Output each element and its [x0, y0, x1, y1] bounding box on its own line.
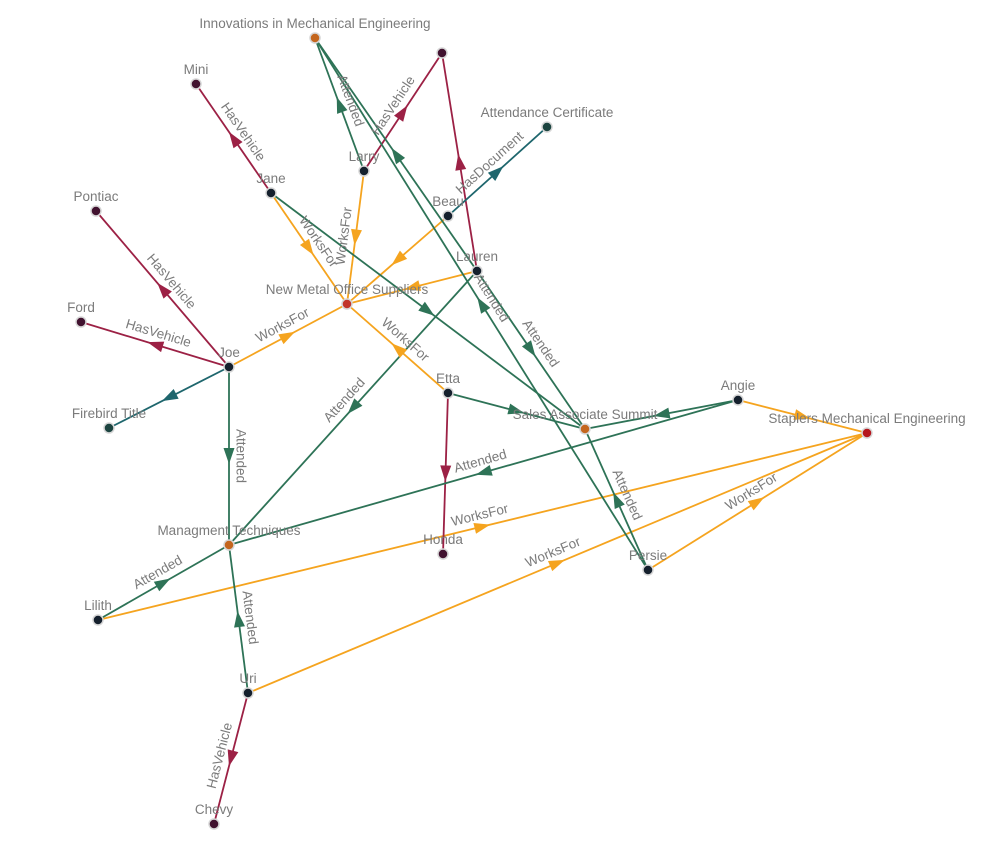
edge-label-WorksFor-larry-nmos: WorksFor	[333, 206, 355, 266]
arrowhead-Attended-jane-sas	[418, 301, 435, 316]
node-sas[interactable]	[579, 423, 591, 435]
arrowhead-Attended-persie-innovations	[477, 297, 491, 314]
node-label-lilith: Lilith	[84, 598, 112, 613]
arrowhead-WorksFor-etta-nmos	[391, 343, 408, 358]
nodes-layer	[75, 32, 873, 830]
arrowhead-Attended-joe-mt	[223, 448, 235, 464]
edge-label-Attended-uri-mt: Attended	[239, 590, 261, 646]
node-staplers[interactable]	[861, 427, 873, 439]
arrowhead-Attended-persie-sas	[613, 492, 625, 510]
node-label-beau: Beau	[432, 194, 464, 209]
node-firebird[interactable]	[103, 422, 115, 434]
node-beau[interactable]	[442, 210, 454, 222]
node-uri[interactable]	[242, 687, 254, 699]
node-label-sas: Sales Associate Summit	[513, 407, 658, 422]
arrowhead-Attended-lauren-sas	[521, 340, 536, 357]
node-label-att_cert: Attendance Certificate	[481, 105, 614, 120]
arrowhead-HasDocument-beau-att_cert	[487, 166, 504, 181]
node-label-mini: Mini	[184, 62, 209, 77]
arrowhead-HasVehicle-etta-honda	[440, 465, 452, 482]
node-label-innovations: Innovations in Mechanical Engineering	[199, 16, 430, 31]
node-angie[interactable]	[732, 394, 744, 406]
node-label-mt: Managment Techniques	[157, 523, 300, 538]
arrowhead-WorksFor-larry-nmos	[351, 228, 362, 246]
node-label-uri: Uri	[239, 671, 256, 686]
node-nmos[interactable]	[341, 298, 353, 310]
node-persie[interactable]	[642, 564, 654, 576]
arrowhead-HasDocument-joe-firebird	[161, 388, 179, 402]
arrows-layer	[147, 96, 811, 767]
arrowhead-HasVehicle-lauren-vehicle_x	[455, 154, 467, 171]
node-att_cert[interactable]	[541, 121, 553, 133]
edge-label-HasVehicle-joe-pontiac: HasVehicle	[144, 251, 199, 312]
node-innovations[interactable]	[309, 32, 321, 44]
node-label-larry: Larry	[349, 149, 380, 164]
arrowhead-HasVehicle-larry-vehicle_x	[394, 105, 408, 122]
node-mt[interactable]	[223, 539, 235, 551]
node-lauren[interactable]	[471, 265, 483, 277]
node-label-jane: Jane	[256, 171, 285, 186]
node-label-pontiac: Pontiac	[73, 189, 118, 204]
node-label-ford: Ford	[67, 300, 95, 315]
node-label-angie: Angie	[721, 378, 756, 393]
arrowhead-Attended-lauren-innovations	[391, 147, 406, 165]
arrowhead-Attended-larry-innovations	[336, 96, 348, 114]
arrowhead-HasVehicle-joe-ford	[147, 341, 165, 353]
node-chevy[interactable]	[208, 818, 220, 830]
node-label-lauren: Lauren	[456, 249, 498, 264]
arrowhead-Attended-angie-sas	[653, 407, 671, 419]
node-label-firebird: Firebird Title	[72, 406, 146, 421]
arrowhead-WorksFor-lauren-nmos	[404, 280, 422, 291]
node-label-joe: Joe	[218, 345, 240, 360]
node-pontiac[interactable]	[90, 205, 102, 217]
node-jane[interactable]	[265, 187, 277, 199]
arrowhead-HasVehicle-uri-chevy	[227, 749, 239, 767]
arrowhead-Attended-lilith-mt	[153, 578, 171, 592]
node-label-staplers: Staplers Mechanical Engineering	[768, 411, 965, 426]
node-mini[interactable]	[190, 78, 202, 90]
arrowhead-WorksFor-jane-nmos	[299, 238, 314, 256]
arrowhead-Attended-etta-sas	[507, 403, 525, 415]
node-joe[interactable]	[223, 361, 235, 373]
arrowhead-WorksFor-angie-staplers	[793, 409, 811, 420]
node-honda[interactable]	[437, 548, 449, 560]
arrowhead-HasVehicle-jane-mini	[228, 131, 243, 149]
edges-layer	[80, 37, 868, 825]
node-vehicle_x[interactable]	[436, 47, 448, 59]
arrowhead-Attended-lauren-mt	[347, 398, 363, 414]
node-label-chevy: Chevy	[195, 802, 234, 817]
node-lilith[interactable]	[92, 614, 104, 626]
arrowhead-Attended-angie-mt	[475, 465, 493, 476]
arrowhead-WorksFor-lilith-staplers	[473, 523, 491, 534]
node-etta[interactable]	[442, 387, 454, 399]
node-ford[interactable]	[75, 316, 87, 328]
node-label-persie: Persie	[629, 548, 667, 563]
node-label-honda: Honda	[423, 532, 463, 547]
arrowhead-WorksFor-joe-nmos	[278, 331, 296, 345]
edge-label-Attended-joe-mt: Attended	[233, 429, 248, 483]
arrowhead-Attended-uri-mt	[234, 611, 245, 628]
edge-label-Attended-angie-mt: Attended	[452, 446, 508, 475]
node-label-nmos: New Metal Office Suppliers	[266, 282, 429, 297]
arrowhead-WorksFor-persie-staplers	[747, 497, 765, 511]
node-label-etta: Etta	[436, 371, 461, 386]
arrowhead-HasVehicle-joe-pontiac	[157, 282, 172, 299]
node-larry[interactable]	[358, 165, 370, 177]
arrowhead-WorksFor-uri-staplers	[547, 559, 565, 572]
edge-label-HasDocument-beau-att_cert: HasDocument	[453, 128, 527, 197]
arrowhead-WorksFor-beau-nmos	[391, 250, 408, 266]
